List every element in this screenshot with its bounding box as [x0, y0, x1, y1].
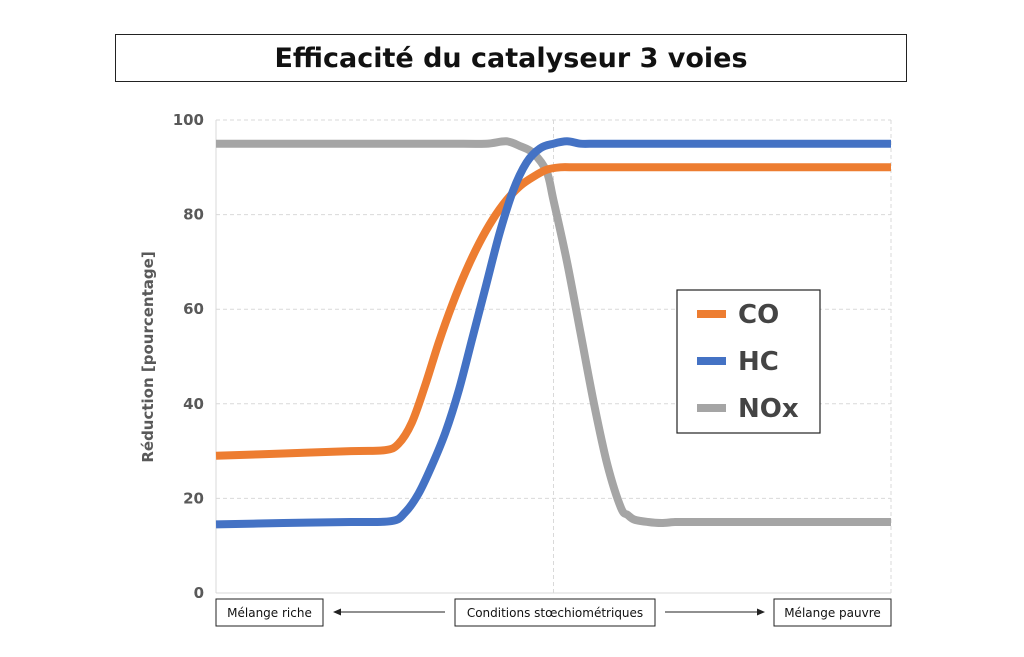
- left-arrow-head: [333, 608, 341, 616]
- lean-mixture-box: [773, 598, 892, 627]
- y-axis-label: Réduction [pourcentage]: [139, 251, 157, 462]
- y-axis-ticks: 0 20 40 60 80 100: [173, 111, 204, 602]
- chart-title: Efficacité du catalyseur 3 voies: [115, 34, 907, 82]
- stoichiometric-label: Conditions stœchiométriques: [467, 606, 643, 620]
- x-annotations: Mélange riche Conditions stœchiométrique…: [215, 598, 892, 627]
- series-lines: [215, 137, 891, 529]
- rich-mixture-box: [215, 598, 324, 627]
- series-line-hc: [215, 137, 891, 529]
- stoichiometric-box: [454, 598, 656, 627]
- y-tick-label: 40: [183, 395, 204, 413]
- rich-mixture-label: Mélange riche: [227, 606, 312, 620]
- legend: CO HC NOx: [676, 289, 821, 434]
- y-tick-label: 0: [194, 584, 204, 602]
- legend-label-co: CO: [738, 300, 779, 330]
- series-line-nox: [216, 137, 891, 527]
- y-tick-label: 80: [183, 206, 204, 224]
- lean-mixture-label: Mélange pauvre: [784, 606, 881, 620]
- legend-label-hc: HC: [738, 347, 779, 377]
- y-tick-label: 60: [183, 300, 204, 318]
- y-tick-label: 20: [183, 489, 204, 507]
- legend-label-nox: NOx: [738, 394, 799, 424]
- y-tick-label: 100: [173, 111, 204, 129]
- right-arrow-head: [757, 608, 765, 616]
